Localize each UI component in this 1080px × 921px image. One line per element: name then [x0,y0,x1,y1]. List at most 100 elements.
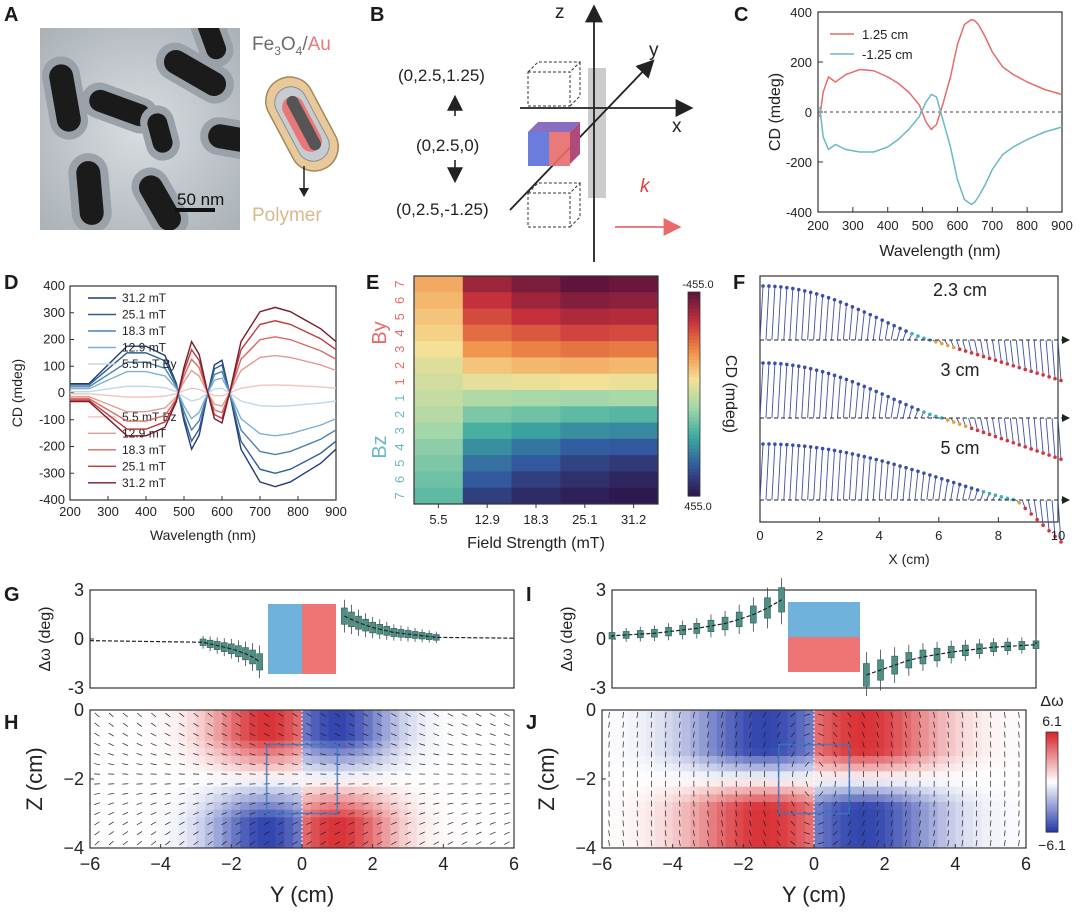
field-vector [1057,417,1062,460]
field-cell [231,733,241,742]
field-cell [646,733,656,742]
field-cell [151,825,162,834]
field-cell [743,710,753,719]
heatmap-cell [414,324,464,342]
field-cell [920,802,930,811]
field-cell [178,840,188,849]
field-cell [266,817,276,826]
field-arrow [790,712,796,718]
field-cell [734,802,744,811]
field-arrow [707,741,709,748]
field-cell [663,809,674,818]
field-cell [708,763,718,772]
field-arrow [803,723,810,727]
field-arrow [94,732,100,737]
vector-tip [934,340,938,344]
x-tick-label: −4 [150,854,171,874]
field-cell [328,840,338,849]
field-cell [487,794,497,803]
field-cell [628,710,638,719]
field-cell [328,794,338,803]
magnet-red [302,604,336,674]
field-cell [160,756,170,765]
field-vector [777,444,782,501]
field-arrow [818,761,824,767]
y-tick-label: −2 [63,769,84,789]
field-cell [964,748,974,757]
field-cell [761,710,771,719]
field-arrow [818,723,825,727]
field-cell [928,756,939,765]
colorbar-step [1046,768,1058,771]
coordinate-schematic [447,4,694,262]
field-cell [452,786,462,795]
x-tick-label: −6 [80,854,101,874]
distance-label: 2.3 cm [933,280,987,300]
field-cell [734,763,744,772]
field-arrow [876,840,880,846]
field-cell [187,763,197,772]
field-cell [955,825,965,834]
field-cell [346,802,356,811]
vector-row-1 [759,284,1070,383]
colorbar-step [688,292,700,296]
field-cell [434,809,444,818]
field-cell [646,825,656,834]
field-cell [90,740,100,749]
vector-tip [838,300,843,304]
field-cell [628,817,638,826]
field-arrow [790,840,796,846]
field-cell [884,817,894,826]
vector-tip [856,307,861,312]
field-vector [771,286,776,341]
field-cell [328,786,338,795]
x-tick-label: 2 [368,854,378,874]
field-arrow [804,733,810,737]
field-cell [240,779,250,788]
y-tick-label: 0 [58,385,65,400]
field-cell [381,817,391,826]
colorbar-step [688,302,700,307]
heatmap-cell [609,438,659,456]
field-cell [416,725,427,734]
field-cell [319,717,329,726]
field-cell [637,771,647,780]
field-cell [999,748,1009,757]
field-cell [222,809,232,818]
field-cell [231,817,241,826]
field-cell [884,733,894,742]
field-arrow [179,821,185,826]
field-arrow [975,810,978,817]
field-cell [937,771,947,780]
field-cell [787,802,797,811]
field-arrow [108,722,114,727]
field-cell [196,733,206,742]
field-cell [1017,786,1027,795]
x-tick-label: 900 [325,504,347,519]
field-cell [160,717,170,726]
field-cell [761,825,771,834]
vector-tip [832,373,837,378]
field-arrow [249,722,256,727]
colorbar-step [688,322,700,327]
heatmap-cell [462,438,513,456]
field-vector [837,377,841,419]
field-cell [408,817,418,826]
field-cell [778,832,788,841]
field-arrow [622,721,624,728]
field-cell [390,763,400,772]
field-cell [787,748,797,757]
field-cell [381,786,391,795]
series-line-4 [70,370,337,437]
field-cell [222,779,232,788]
magnet-bottom [527,182,582,228]
field-arrow [320,733,327,737]
field-arrow [447,723,454,727]
fit-line-right [344,615,515,639]
field-cell [981,771,992,780]
field-cell [266,840,276,849]
field-arrow [975,711,978,718]
field-arrow [207,802,214,805]
field-arrow [834,761,837,768]
field-cell [814,771,824,780]
